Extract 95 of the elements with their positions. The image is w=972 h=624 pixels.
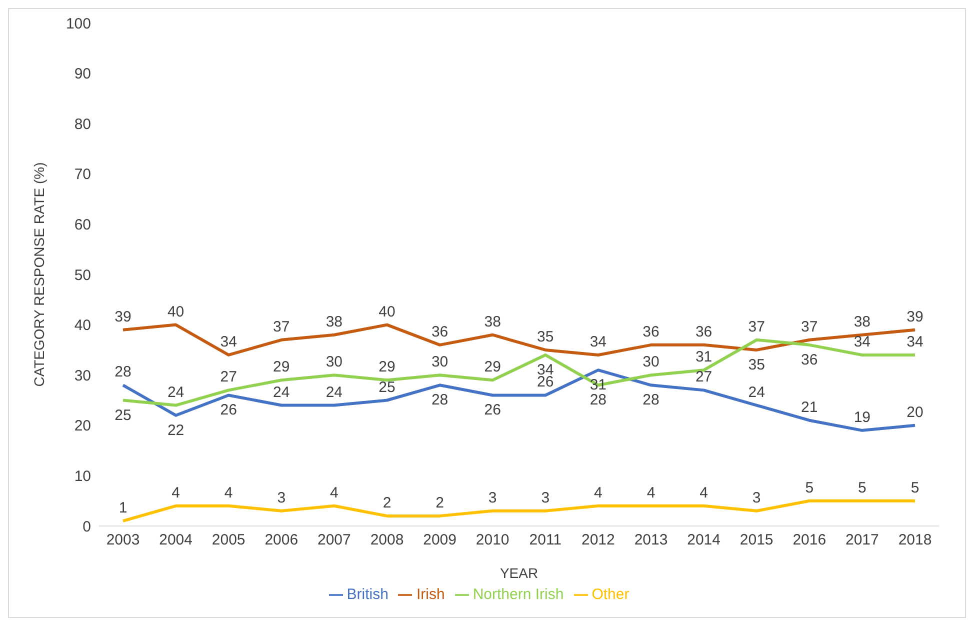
data-label: 26: [220, 402, 237, 419]
x-tick-label: 2003: [106, 532, 140, 549]
data-label: 4: [172, 484, 180, 502]
data-label: 29: [378, 358, 396, 376]
legend-label: Northern Irish: [472, 586, 564, 603]
data-label: 24: [326, 384, 343, 401]
data-label: 34: [906, 333, 924, 350]
data-label: 29: [484, 358, 501, 376]
y-tick-label: 40: [74, 317, 91, 334]
data-label: 29: [273, 358, 290, 376]
legend-label: Other: [592, 586, 630, 603]
data-label: 1: [118, 499, 128, 516]
data-label: 40: [167, 303, 184, 320]
data-label: 5: [910, 479, 920, 496]
data-label: 4: [646, 484, 656, 502]
data-label: 26: [537, 374, 554, 391]
x-tick-label: 2016: [792, 532, 826, 549]
y-tick-label: 60: [74, 216, 91, 234]
data-label: 4: [330, 484, 338, 502]
data-label: 39: [114, 308, 132, 326]
data-label: 20: [906, 404, 924, 421]
data-label: 36: [642, 323, 660, 340]
data-label: 26: [484, 402, 501, 419]
data-label: 36: [431, 323, 448, 340]
x-tick-label: 2004: [159, 532, 192, 549]
data-label: 38: [854, 313, 871, 330]
data-label: 35: [748, 356, 765, 374]
data-label: 24: [273, 384, 290, 401]
data-label: 37: [801, 318, 818, 336]
data-label: 34: [590, 333, 607, 350]
data-label: 2: [436, 494, 444, 512]
data-label: 31: [695, 348, 712, 366]
x-tick-label: 2007: [318, 532, 351, 549]
x-tick-label: 2017: [846, 532, 879, 549]
x-tick-label: 2011: [529, 532, 562, 549]
x-tick-label: 2010: [476, 532, 510, 549]
x-tick-label: 2013: [634, 532, 668, 549]
data-label: 4: [224, 484, 233, 502]
x-tick-label: 2009: [423, 532, 456, 549]
x-axis-title: YEAR: [500, 565, 538, 581]
x-tick-label: 2005: [212, 532, 246, 549]
data-label: 38: [484, 313, 501, 330]
data-label: 28: [431, 392, 448, 409]
data-label: 27: [220, 368, 237, 386]
y-axis-title: CATEGORY RESPONSE RATE (%): [30, 162, 47, 387]
data-label: 5: [805, 479, 814, 496]
data-label: 28: [590, 392, 607, 409]
data-label: 3: [488, 489, 497, 506]
data-label: 21: [801, 398, 818, 416]
data-label: 30: [642, 354, 660, 371]
data-label: 24: [748, 384, 765, 401]
data-label: 22: [167, 422, 184, 439]
data-label: 4: [594, 484, 602, 502]
y-tick-label: 0: [82, 518, 91, 536]
x-tick-label: 2015: [740, 532, 774, 549]
data-label: 30: [431, 354, 448, 371]
data-label: 3: [541, 489, 550, 506]
data-label: 24: [167, 384, 184, 401]
data-label: 34: [854, 333, 871, 350]
y-tick-label: 50: [74, 266, 91, 284]
y-tick-label: 100: [66, 15, 91, 32]
data-label: 3: [277, 489, 286, 506]
y-tick-label: 30: [74, 367, 91, 384]
data-label: 36: [801, 351, 818, 368]
data-label: 34: [220, 333, 237, 350]
data-label: 25: [114, 406, 132, 424]
data-label: 35: [537, 328, 554, 346]
data-label: 25: [378, 378, 396, 396]
data-label: 36: [695, 323, 712, 340]
data-label: 37: [273, 318, 290, 336]
data-label: 5: [858, 479, 866, 496]
legend-label: British: [346, 586, 388, 603]
y-tick-label: 90: [74, 66, 91, 83]
data-label: 37: [748, 318, 765, 336]
data-label: 40: [378, 303, 396, 320]
data-label: 28: [114, 364, 132, 381]
data-label: 2: [382, 494, 392, 512]
x-tick-label: 2018: [898, 532, 932, 549]
x-tick-label: 2012: [582, 532, 615, 549]
data-label: 27: [695, 368, 712, 386]
x-tick-label: 2008: [370, 532, 404, 549]
data-label: 39: [906, 308, 924, 326]
data-label: 3: [752, 489, 761, 506]
y-tick-label: 80: [74, 116, 91, 133]
y-tick-label: 70: [74, 166, 91, 184]
data-label: 30: [326, 354, 343, 371]
y-tick-label: 10: [74, 468, 91, 486]
data-label: 38: [326, 313, 343, 330]
data-label: 28: [642, 392, 660, 409]
data-label: 19: [854, 408, 871, 426]
x-tick-label: 2006: [264, 532, 298, 549]
x-tick-label: 2014: [687, 532, 720, 549]
y-tick-label: 20: [74, 418, 91, 435]
legend-label: Irish: [416, 586, 445, 603]
data-label: 4: [700, 484, 708, 502]
